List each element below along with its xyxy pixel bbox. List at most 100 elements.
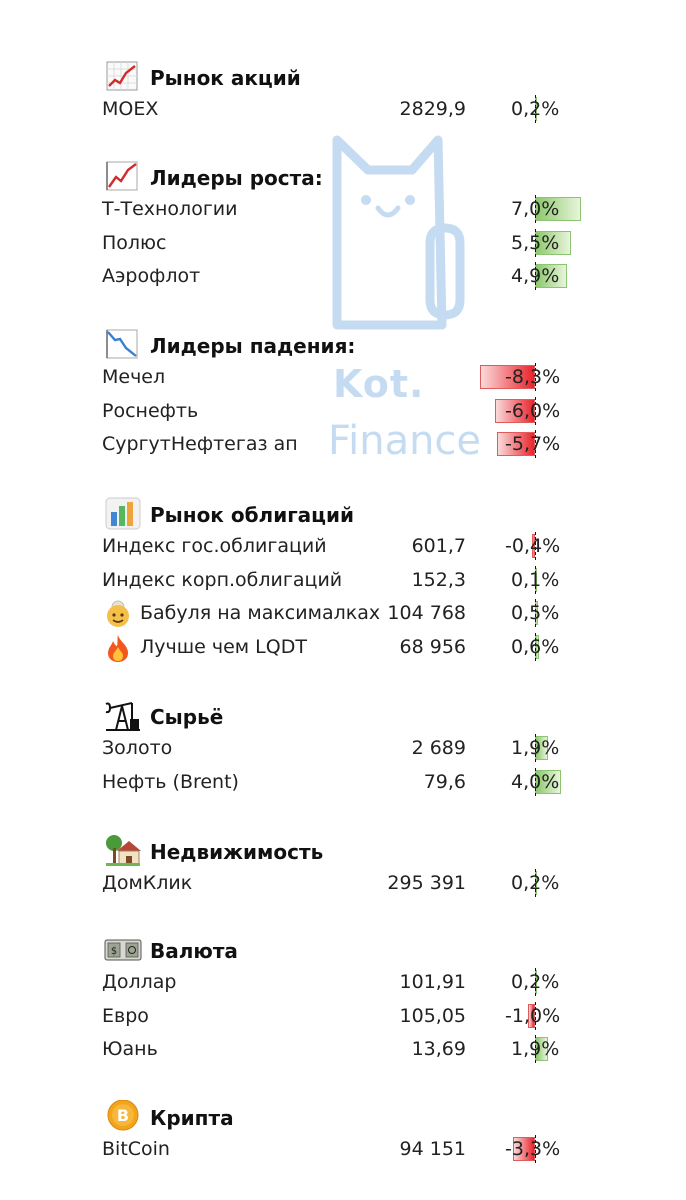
- section-title: Лидеры роста:: [150, 166, 323, 190]
- section-header: Рынок облигаций: [0, 497, 686, 530]
- table-row: BitCoin 94 151 -3,3%: [0, 1133, 686, 1167]
- section-header: B Крипта: [0, 1100, 686, 1133]
- instrument-value: 2 689: [411, 737, 466, 759]
- section-title: Валюта: [150, 939, 238, 963]
- instrument-value: 13,69: [411, 1038, 466, 1060]
- change-percent: 4,0%: [511, 770, 560, 793]
- zero-axis: [535, 968, 536, 996]
- change-percent: 1,9%: [511, 737, 560, 759]
- change-bar: [497, 432, 535, 456]
- chart-increasing-icon: [106, 161, 138, 191]
- table-row: Роснефть -6,0%: [0, 395, 686, 429]
- instrument-name: Т-Технологии: [102, 198, 238, 220]
- instrument-name: Доллар: [102, 971, 177, 993]
- change-bar: [495, 398, 535, 423]
- table-row: Юань 13,69 1,9%: [0, 1033, 686, 1067]
- zero-axis: [535, 195, 536, 223]
- instrument-name: MOEX: [102, 98, 159, 120]
- zero-axis: [535, 396, 536, 425]
- section-gainers: Лидеры роста: Т-Технологии 7,0% Полюс 5,…: [0, 160, 686, 294]
- table-row: Доллар 101,91 0,2%: [0, 966, 686, 1000]
- zero-axis: [535, 734, 536, 762]
- table-row: Лучше чем LQDT 68 956 0,6%: [0, 631, 686, 665]
- change-percent: 0,5%: [511, 602, 560, 624]
- change-percent: 0,1%: [511, 568, 560, 591]
- section-stocks: Рынок акций MOEX 2829,9 0,2%: [0, 60, 686, 127]
- instrument-value: 79,6: [423, 770, 466, 793]
- section-title: Недвижимость: [150, 840, 324, 864]
- section-title: Рынок акций: [150, 66, 301, 90]
- instrument-name: Евро: [102, 1004, 149, 1027]
- zero-axis: [535, 228, 536, 257]
- section-bonds: Рынок облигаций Индекс гос.облигаций 601…: [0, 497, 686, 664]
- change-percent: 0,2%: [511, 971, 560, 993]
- instrument-name: BitCoin: [102, 1138, 170, 1160]
- change-percent: 4,9%: [511, 265, 560, 287]
- instrument-value: 104 768: [387, 602, 466, 624]
- instrument-value: 105,05: [399, 1004, 466, 1027]
- table-row: Индекс гос.облигаций 601,7 -0,4%: [0, 530, 686, 564]
- chart-decreasing-icon: [106, 329, 138, 359]
- instrument-name: Индекс корп.облигаций: [102, 568, 343, 591]
- instrument-name: Нефть (Brent): [102, 770, 239, 793]
- section-header: Лидеры падения:: [0, 328, 686, 361]
- banknote-icon: $: [104, 939, 142, 961]
- table-row: СургутНефтегаз ап -5,7%: [0, 428, 686, 462]
- section-title: Лидеры падения:: [150, 334, 356, 358]
- oil-pump-icon: [105, 702, 140, 731]
- instrument-name: Роснефть: [102, 399, 199, 422]
- zero-axis: [535, 95, 536, 123]
- zero-axis: [535, 767, 536, 796]
- instrument-name: Лучше чем LQDT: [140, 635, 307, 658]
- change-bar: [535, 197, 582, 221]
- instrument-name: Полюс: [102, 231, 167, 254]
- change-bar: [532, 534, 535, 558]
- change-bar: [535, 264, 568, 288]
- zero-axis: [535, 1035, 536, 1063]
- change-percent: -0,4%: [505, 535, 561, 557]
- instrument-value: 2829,9: [399, 98, 466, 120]
- zero-axis: [535, 599, 536, 627]
- section-header: $ Валюта: [0, 933, 686, 966]
- grandma-icon: [107, 600, 129, 627]
- change-percent: 0,6%: [511, 635, 560, 658]
- change-percent: 5,5%: [511, 231, 560, 254]
- zero-axis: [535, 1135, 536, 1163]
- section-header: Недвижимость: [0, 834, 686, 867]
- change-bar: [513, 1137, 535, 1161]
- table-row: ДомКлик 295 391 0,2%: [0, 867, 686, 901]
- table-row: Бабуля на максималках 104 768 0,5%: [0, 597, 686, 631]
- table-row: MOEX 2829,9 0,2%: [0, 93, 686, 127]
- zero-axis: [535, 430, 536, 458]
- table-row: Полюс 5,5%: [0, 227, 686, 261]
- table-row: Золото 2 689 1,9%: [0, 732, 686, 766]
- section-title: Крипта: [150, 1106, 234, 1130]
- table-row: Индекс корп.облигаций 152,3 0,1%: [0, 564, 686, 598]
- section-commodities: Сырьё Золото 2 689 1,9% Нефть (Brent) 79…: [0, 699, 686, 799]
- svg-text:$: $: [111, 946, 117, 957]
- section-realty: Недвижимость ДомКлик 295 391 0,2%: [0, 834, 686, 901]
- bitcoin-icon: B: [107, 1100, 139, 1131]
- section-crypto: B Крипта BitCoin 94 151 -3,3%: [0, 1100, 686, 1167]
- section-header: Рынок акций: [0, 60, 686, 93]
- zero-axis: [535, 565, 536, 594]
- instrument-value: 101,91: [399, 971, 466, 993]
- table-row: Аэрофлот 4,9%: [0, 260, 686, 294]
- fire-icon: [108, 634, 128, 662]
- change-percent: -8,3%: [505, 366, 561, 388]
- zero-axis: [535, 363, 536, 391]
- change-percent: -1,0%: [505, 1004, 561, 1027]
- instrument-name: Мечел: [102, 366, 166, 388]
- zero-axis: [535, 262, 536, 290]
- zero-axis: [535, 632, 536, 661]
- section-losers: Лидеры падения: Мечел -8,3% Роснефть -6,…: [0, 328, 686, 462]
- instrument-name: Бабуля на максималках: [140, 602, 381, 624]
- zero-axis: [535, 1001, 536, 1030]
- chart-up-grid-icon: [106, 61, 138, 91]
- change-percent: 7,0%: [511, 198, 560, 220]
- change-percent: -3,3%: [505, 1138, 561, 1160]
- house-with-garden-icon: [106, 835, 141, 866]
- section-title: Рынок облигаций: [150, 503, 355, 527]
- change-bar: [535, 769, 562, 794]
